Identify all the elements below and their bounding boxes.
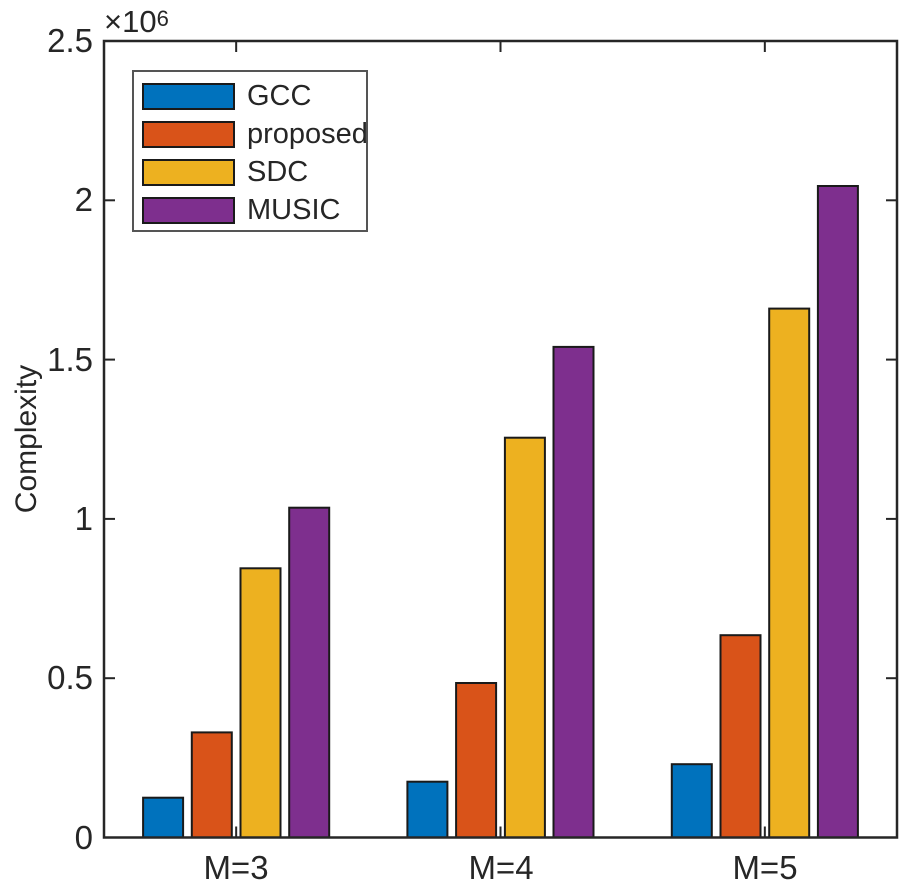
bar-gcc-m5 [670,763,713,839]
bar-sdc-m5 [768,307,811,839]
legend-item-sdc: SDC [142,156,366,188]
bar-proposed-m3 [190,731,233,839]
bar-music-m5 [816,185,859,839]
bar-music-m4 [552,345,595,839]
legend-item-music: MUSIC [142,194,366,226]
legend-swatch-music [142,197,235,224]
y-tick-label: 2 [74,181,93,218]
legend: GCC proposed SDC MUSIC [132,70,368,232]
legend-swatch-proposed [142,121,235,148]
y-tick-label: 2.5 [47,22,93,59]
bar-proposed-m4 [455,682,498,839]
x-tick-label: M=5 [732,849,798,886]
x-tick-label: M=4 [468,849,534,886]
axes-box [102,39,899,839]
legend-label-gcc: GCC [247,80,312,112]
legend-item-proposed: proposed [142,118,368,150]
legend-label-sdc: SDC [247,156,309,188]
multiplier-exponent: 6 [156,6,169,31]
legend-item-gcc: GCC [142,80,366,112]
bar-sdc-m3 [239,567,282,839]
y-tick-label: 1 [74,500,93,537]
bar-gcc-m3 [142,796,185,839]
legend-label-proposed: proposed [247,118,368,150]
legend-label-music: MUSIC [247,194,341,226]
bar-music-m3 [288,506,331,839]
x-tick-label: M=3 [203,849,269,886]
bar-proposed-m5 [719,634,762,839]
legend-swatch-sdc [142,159,235,186]
bar-gcc-m4 [406,780,449,839]
bar-sdc-m4 [503,436,546,839]
y-tick-label: 1.5 [47,341,93,378]
y-tick-label: 0 [74,819,93,856]
y-axis-multiplier: ×106 [104,4,169,40]
legend-swatch-gcc [142,83,235,110]
multiplier-base: ×10 [104,4,157,39]
y-tick-label: 0.5 [47,659,93,696]
